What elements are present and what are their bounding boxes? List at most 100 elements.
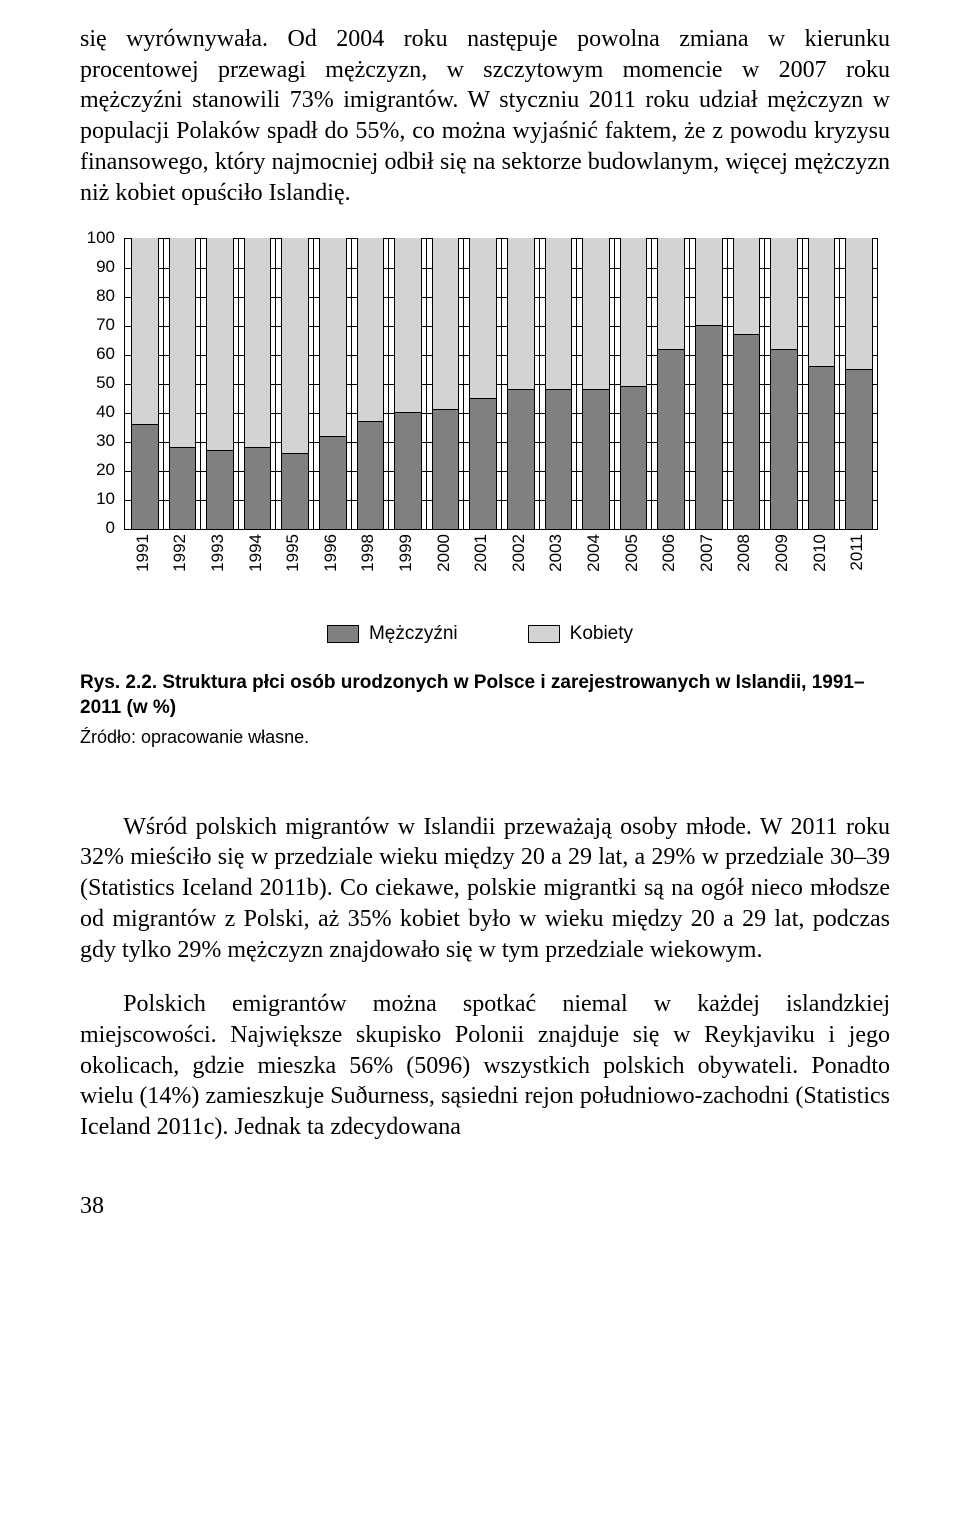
bar-women bbox=[394, 238, 422, 413]
gridline-v bbox=[313, 239, 314, 529]
gridline-v bbox=[351, 239, 352, 529]
x-axis-label: 2002 bbox=[509, 534, 529, 572]
bar-men bbox=[620, 386, 648, 529]
bar-men bbox=[733, 334, 761, 529]
bar-men bbox=[131, 424, 159, 529]
x-axis-label: 2011 bbox=[847, 534, 867, 571]
y-axis-label: 60 bbox=[96, 344, 115, 364]
bar-women bbox=[319, 238, 347, 436]
x-axis-labels: 1991 1992 1993 1994 1995 1996 1998 1999 2000 2001… bbox=[124, 534, 876, 604]
x-axis-label: 2008 bbox=[734, 534, 754, 572]
bar-men bbox=[845, 369, 873, 530]
gridline-v bbox=[501, 239, 502, 529]
bar-women bbox=[469, 238, 497, 399]
x-axis-label: 2009 bbox=[772, 534, 792, 572]
x-axis-label: 2004 bbox=[584, 534, 604, 572]
y-axis-label: 10 bbox=[96, 489, 115, 509]
y-axis-label: 70 bbox=[96, 315, 115, 335]
figure-caption: Rys. 2.2. Struktura płci osób urodzonych… bbox=[80, 671, 890, 720]
gridline-v bbox=[727, 239, 728, 529]
bar-women bbox=[770, 238, 798, 349]
bar-men bbox=[770, 349, 798, 530]
legend-label-men: Mężczyźni bbox=[369, 623, 458, 645]
bar-men bbox=[206, 450, 234, 529]
y-axis-label: 20 bbox=[96, 460, 115, 480]
bar-women bbox=[244, 238, 272, 448]
gridline-v bbox=[614, 239, 615, 529]
page: się wyrównywała. Od 2004 roku następuje … bbox=[0, 24, 960, 1230]
gridline-v bbox=[576, 239, 577, 529]
bar-women bbox=[657, 238, 685, 349]
paragraph-2: Wśród polskich migrantów w Islandii prze… bbox=[80, 812, 890, 966]
gridline-v bbox=[275, 239, 276, 529]
figure-source: Źródło: opracowanie własne. bbox=[80, 727, 890, 748]
gridline-v bbox=[689, 239, 690, 529]
gridline-v bbox=[539, 239, 540, 529]
bar-women bbox=[169, 238, 197, 448]
bar-women bbox=[432, 238, 460, 410]
bar-men bbox=[244, 447, 272, 529]
x-axis-label: 1995 bbox=[283, 534, 303, 572]
bar-women bbox=[695, 238, 723, 326]
y-axis-label: 80 bbox=[96, 286, 115, 306]
bar-men bbox=[545, 389, 573, 529]
bar-women bbox=[808, 238, 836, 367]
x-axis-label: 1999 bbox=[396, 534, 416, 572]
gridline-v bbox=[200, 239, 201, 529]
bar-women bbox=[545, 238, 573, 390]
y-axis-label: 90 bbox=[96, 257, 115, 277]
gender-chart: 1991 1992 1993 1994 1995 1996 1998 1999 2000 2001… bbox=[70, 228, 880, 608]
x-axis-label: 2007 bbox=[697, 534, 717, 572]
bar-men bbox=[582, 389, 610, 529]
bar-men bbox=[319, 436, 347, 530]
gridline-v bbox=[802, 239, 803, 529]
bar-women bbox=[281, 238, 309, 454]
bar-men bbox=[507, 389, 535, 529]
x-axis-label: 1998 bbox=[358, 534, 378, 572]
bar-women bbox=[357, 238, 385, 422]
plot-area bbox=[124, 238, 878, 530]
x-axis-label: 2000 bbox=[434, 534, 454, 572]
gridline-v bbox=[163, 239, 164, 529]
bar-women bbox=[733, 238, 761, 335]
chart-wrap: 1991 1992 1993 1994 1995 1996 1998 1999 2000 2001… bbox=[80, 228, 890, 747]
x-axis-label: 1996 bbox=[321, 534, 341, 572]
bar-men bbox=[169, 447, 197, 529]
x-axis-label: 2010 bbox=[810, 534, 830, 572]
x-axis-label: 2001 bbox=[471, 534, 491, 572]
legend-swatch-men bbox=[327, 625, 359, 643]
legend: Mężczyźni Kobiety bbox=[80, 623, 880, 645]
bar-women bbox=[507, 238, 535, 390]
page-number: 38 bbox=[80, 1193, 890, 1230]
gridline-v bbox=[463, 239, 464, 529]
y-axis-label: 40 bbox=[96, 402, 115, 422]
x-axis-label: 1992 bbox=[170, 534, 190, 572]
gridline-v bbox=[238, 239, 239, 529]
bar-men bbox=[281, 453, 309, 529]
x-axis-label: 2003 bbox=[546, 534, 566, 572]
bar-men bbox=[469, 398, 497, 530]
paragraph-1: się wyrównywała. Od 2004 roku następuje … bbox=[80, 24, 890, 208]
gridline-v bbox=[388, 239, 389, 529]
x-axis-label: 2006 bbox=[659, 534, 679, 572]
bar-men bbox=[695, 325, 723, 529]
y-axis-label: 50 bbox=[96, 373, 115, 393]
bar-men bbox=[432, 409, 460, 529]
gridline-v bbox=[764, 239, 765, 529]
x-axis-label: 1991 bbox=[133, 534, 153, 572]
x-axis-label: 1994 bbox=[246, 534, 266, 572]
bar-men bbox=[808, 366, 836, 529]
bar-men bbox=[657, 349, 685, 530]
bar-women bbox=[131, 238, 159, 425]
gridline-v bbox=[426, 239, 427, 529]
legend-item-women: Kobiety bbox=[528, 623, 633, 645]
spacer bbox=[80, 748, 890, 788]
x-axis-label: 1993 bbox=[208, 534, 228, 572]
bar-women bbox=[620, 238, 648, 387]
legend-item-men: Mężczyźni bbox=[327, 623, 458, 645]
gridline-v bbox=[839, 239, 840, 529]
bar-men bbox=[394, 412, 422, 529]
legend-label-women: Kobiety bbox=[570, 623, 633, 645]
gridline-v bbox=[651, 239, 652, 529]
x-axis-label: 2005 bbox=[622, 534, 642, 572]
